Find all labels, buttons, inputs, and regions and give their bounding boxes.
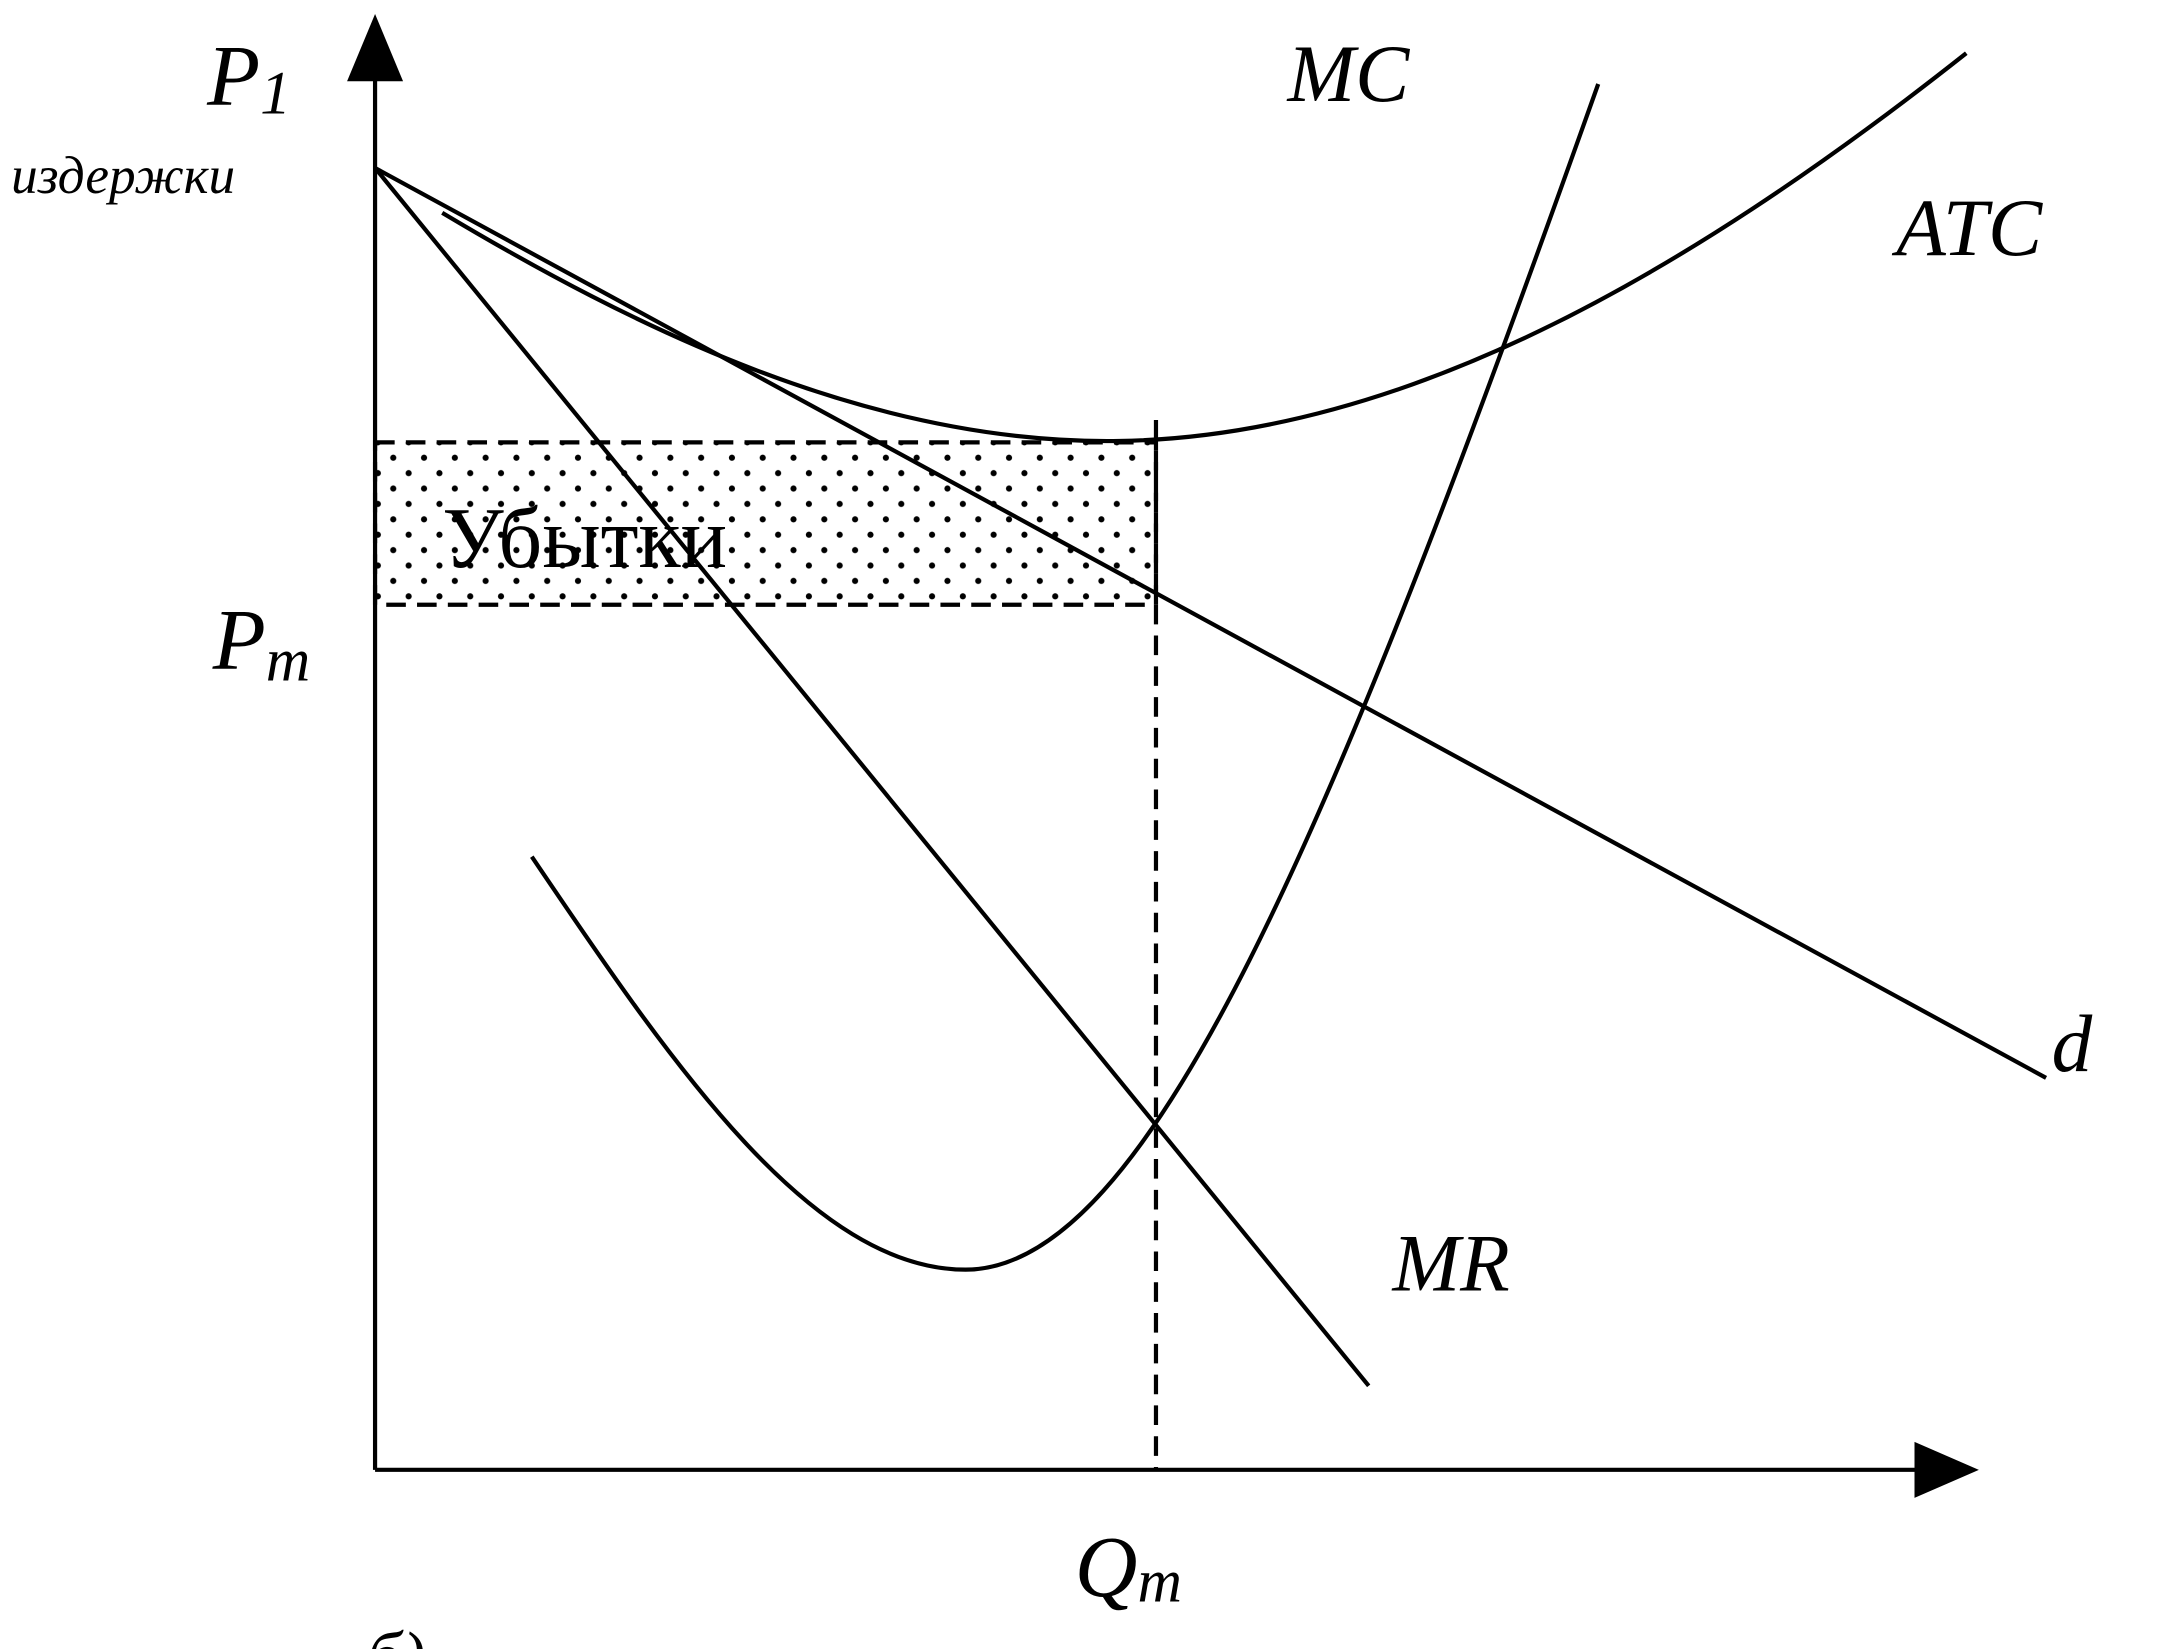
- pm-label: Pm: [212, 592, 310, 694]
- atc-curve: [441, 51, 1968, 444]
- x-arrow: [1914, 1441, 1979, 1498]
- qm-label: Qm: [1075, 1519, 1182, 1616]
- mc-label: MC: [1287, 29, 1411, 119]
- loss-label: Убытки: [442, 490, 727, 586]
- y-arrow: [347, 13, 404, 82]
- figure-label: б): [367, 1619, 425, 1649]
- y-caption: издержки: [11, 146, 235, 205]
- demand-label: d: [2052, 999, 2093, 1089]
- mr-label: MR: [1391, 1219, 1509, 1309]
- demand-line: [374, 166, 2048, 1080]
- atc-label: ATC: [1891, 183, 2043, 273]
- p1-label: P1: [206, 28, 291, 127]
- mr-line: [373, 166, 1371, 1388]
- mc-curve: [530, 83, 1601, 1272]
